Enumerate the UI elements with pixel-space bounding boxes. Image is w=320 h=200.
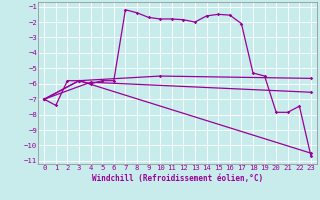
X-axis label: Windchill (Refroidissement éolien,°C): Windchill (Refroidissement éolien,°C) <box>92 174 263 183</box>
